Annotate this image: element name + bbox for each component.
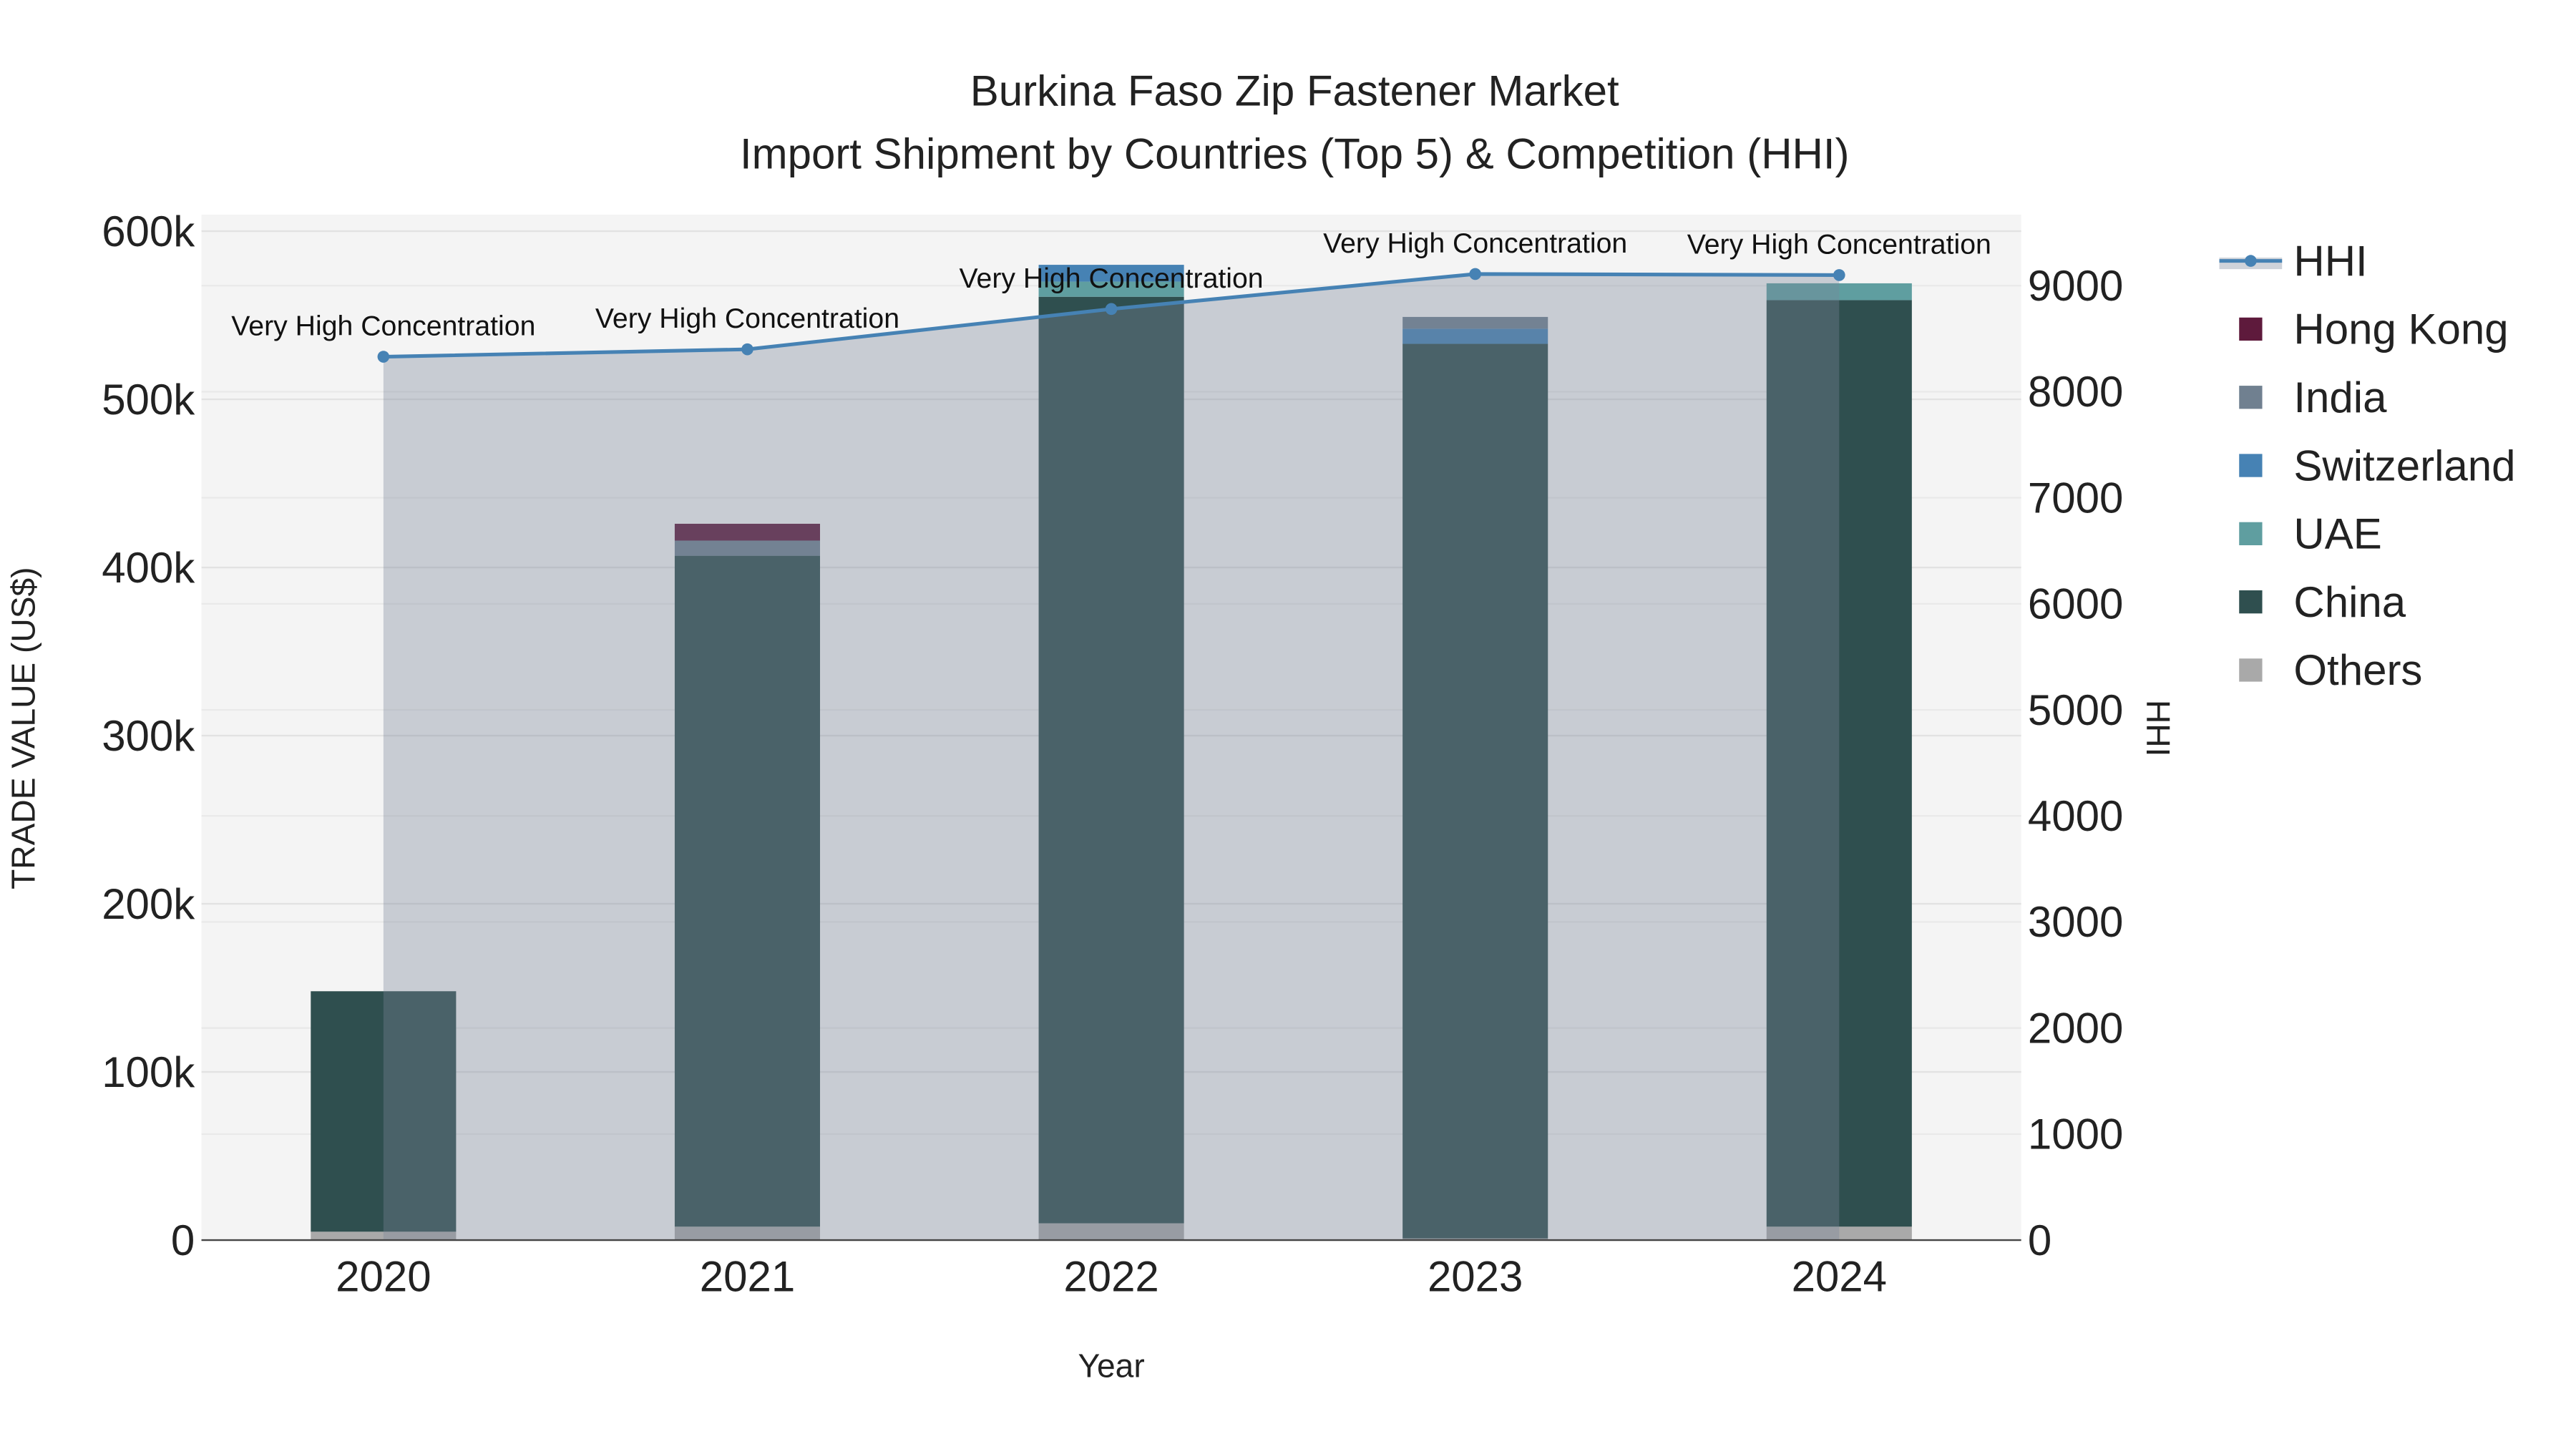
legend-swatch-hhi-point	[2245, 255, 2257, 267]
y2-tick-label: 9000	[2028, 262, 2123, 310]
y2-tick-label: 1000	[2028, 1111, 2123, 1158]
bar-others	[674, 1226, 820, 1241]
bar-china	[1038, 296, 1184, 1224]
legend-label: India	[2293, 374, 2387, 421]
bar-india	[1402, 316, 1548, 329]
bar-uae	[1038, 281, 1184, 297]
x-tick-label: 2020	[336, 1253, 431, 1301]
hhi-point	[1105, 303, 1118, 316]
hhi-series: Very High Concentration Very High Concent…	[231, 228, 1991, 1241]
hhi-area	[383, 273, 1840, 1241]
y2-tick-label: 7000	[2028, 474, 2123, 522]
hhi-annotation: Very High Concentration	[1687, 228, 1991, 260]
y-tick-label: 400k	[102, 544, 195, 592]
legend-label: Switzerland	[2293, 441, 2515, 489]
bar-india	[674, 540, 820, 556]
legend-label: HHI	[2293, 237, 2367, 285]
bar-hong-kong	[674, 523, 820, 541]
y-tick-label: 500k	[102, 376, 195, 424]
y2-tick-label: 8000	[2028, 368, 2123, 416]
hhi-point	[741, 343, 753, 356]
bar-others	[1038, 1223, 1184, 1241]
bar-uae	[1766, 283, 1912, 301]
x-tick-label: 2022	[1063, 1253, 1158, 1301]
hhi-annotation: Very High Concentration	[595, 303, 899, 334]
legend-label: Hong Kong	[2293, 306, 2508, 353]
chart-subtitle: Import Shipment by Countries (Top 5) & C…	[740, 130, 1850, 177]
y2-tick-label: 3000	[2028, 898, 2123, 946]
bar-others	[311, 1231, 457, 1241]
y2-tick-label: 2000	[2028, 1004, 2123, 1052]
x-axis-label: Year	[1078, 1347, 1144, 1385]
ticks: 0 100k 200k 300k 400k 500k 600k 0 1000 2000 3000 40…	[102, 208, 2123, 1301]
bars	[311, 265, 1912, 1241]
bar-china	[1766, 300, 1912, 1227]
legend: HHI Hong Kong India Switzerland UAE China Othe…	[2219, 237, 2516, 694]
x-tick-label: 2023	[1428, 1253, 1523, 1301]
legend-swatch-uae	[2239, 522, 2263, 545]
chart-title: Burkina Faso Zip Fastener Market	[970, 67, 1619, 115]
y-tick-label: 100k	[102, 1048, 195, 1096]
y-tick-label: 300k	[102, 712, 195, 760]
hhi-point	[1833, 269, 1845, 281]
y-tick-label: 200k	[102, 880, 195, 928]
legend-label: Others	[2293, 646, 2422, 694]
bar-others	[1402, 1238, 1548, 1241]
legend-swatch-china	[2239, 590, 2263, 614]
legend-swatch-hong-kong	[2239, 317, 2263, 341]
legend-label: China	[2293, 578, 2406, 626]
hhi-annotation: Very High Concentration	[231, 311, 535, 342]
hhi-annotation: Very High Concentration	[960, 263, 1264, 294]
bar-switzerland	[1402, 328, 1548, 344]
y-tick-label: 0	[171, 1216, 195, 1264]
bar-switzerland	[1038, 265, 1184, 282]
y2-tick-label: 4000	[2028, 792, 2123, 840]
hhi-annotation: Very High Concentration	[1323, 228, 1627, 259]
bar-china	[674, 555, 820, 1227]
bar-china	[311, 991, 457, 1232]
bar-china	[1402, 343, 1548, 1239]
y2-tick-label: 6000	[2028, 580, 2123, 628]
y2-tick-label: 0	[2028, 1216, 2051, 1264]
y-tick-label: 600k	[102, 208, 195, 255]
legend-swatch-switzerland	[2239, 454, 2263, 477]
y2-axis-label: HHI	[2140, 700, 2177, 756]
y2-tick-label: 5000	[2028, 686, 2123, 734]
hhi-point	[377, 351, 390, 363]
y-axis-label: TRADE VALUE (US$)	[4, 567, 42, 889]
bar-others	[1766, 1226, 1912, 1241]
legend-swatch-india	[2239, 386, 2263, 409]
x-tick-label: 2024	[1792, 1253, 1887, 1301]
x-tick-label: 2021	[700, 1253, 795, 1301]
legend-swatch-others	[2239, 658, 2263, 682]
hhi-point	[1469, 268, 1482, 280]
legend-label: UAE	[2293, 510, 2381, 558]
